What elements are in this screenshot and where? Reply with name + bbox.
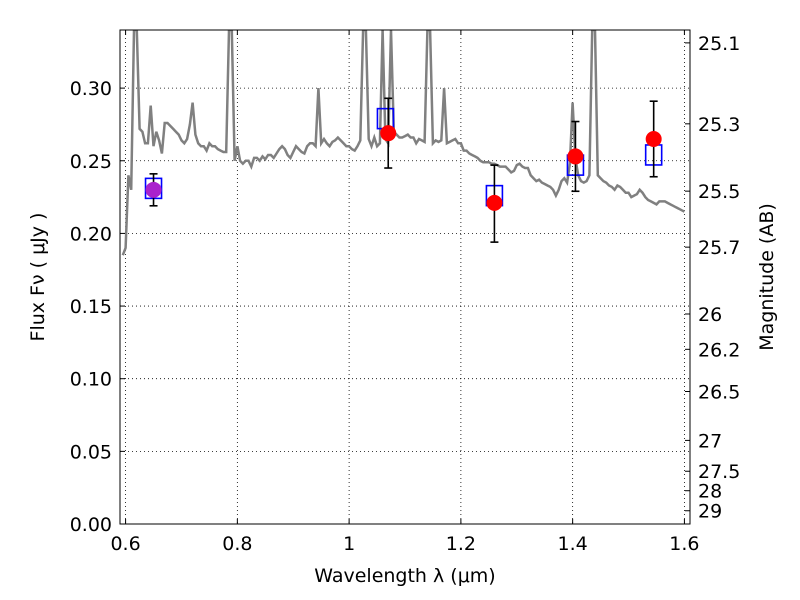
x-tick-label: 1.2 <box>446 533 476 555</box>
y-tick-label: 0.00 <box>70 514 112 536</box>
plot-frame <box>119 29 691 525</box>
x-axis-ticks: 0.6 0.8 1 1.2 1.4 1.6 <box>110 30 700 555</box>
y-tick-label: 0.30 <box>70 78 112 100</box>
y-tick-label: 0.10 <box>70 369 112 391</box>
y-axis-ticks: 0.00 0.05 0.10 0.15 0.20 0.25 0.30 <box>70 78 125 536</box>
plot-area <box>121 30 685 256</box>
observed-flux-point <box>645 130 662 147</box>
y2-tick-label: 25.3 <box>698 114 740 136</box>
model-photometry-boxes <box>144 107 663 207</box>
y-tick-label: 0.20 <box>70 223 112 245</box>
y2-tick-label: 28 <box>698 481 722 503</box>
observed-flux-point <box>567 148 584 165</box>
x-axis-title: Wavelength λ (μm) <box>314 565 495 587</box>
template-spectrum-line <box>121 30 685 256</box>
y2-tick-label: 29 <box>698 501 722 523</box>
x-tick-label: 1.4 <box>558 533 588 555</box>
grid-lines <box>120 30 690 525</box>
observed-flux-point <box>380 125 397 142</box>
x-tick-label: 0.6 <box>110 533 140 555</box>
y-axis-title: Flux Fν ( μJy ) <box>27 213 49 342</box>
y2-tick-label: 27.5 <box>698 461 740 483</box>
x-tick-label: 0.8 <box>222 533 252 555</box>
y2-tick-label: 26.5 <box>698 381 740 403</box>
observed-flux-point <box>145 181 162 198</box>
x-tick-label: 1 <box>343 533 355 555</box>
y2-tick-label: 26.2 <box>698 339 740 361</box>
x-tick-label: 1.6 <box>669 533 699 555</box>
observed-flux-point <box>486 194 503 211</box>
y2-tick-label: 25.7 <box>698 237 740 259</box>
y2-tick-label: 25.1 <box>698 33 740 55</box>
observed-photometry-points <box>145 125 662 211</box>
y2-tick-label: 25.5 <box>698 181 740 203</box>
y-tick-label: 0.15 <box>70 296 112 318</box>
y-tick-label: 0.05 <box>70 441 112 463</box>
y2-axis-title: Magnitude (AB) <box>756 203 778 351</box>
y2-tick-label: 26 <box>698 304 722 326</box>
y-tick-label: 0.25 <box>70 151 112 173</box>
y2-tick-label: 27 <box>698 430 722 452</box>
